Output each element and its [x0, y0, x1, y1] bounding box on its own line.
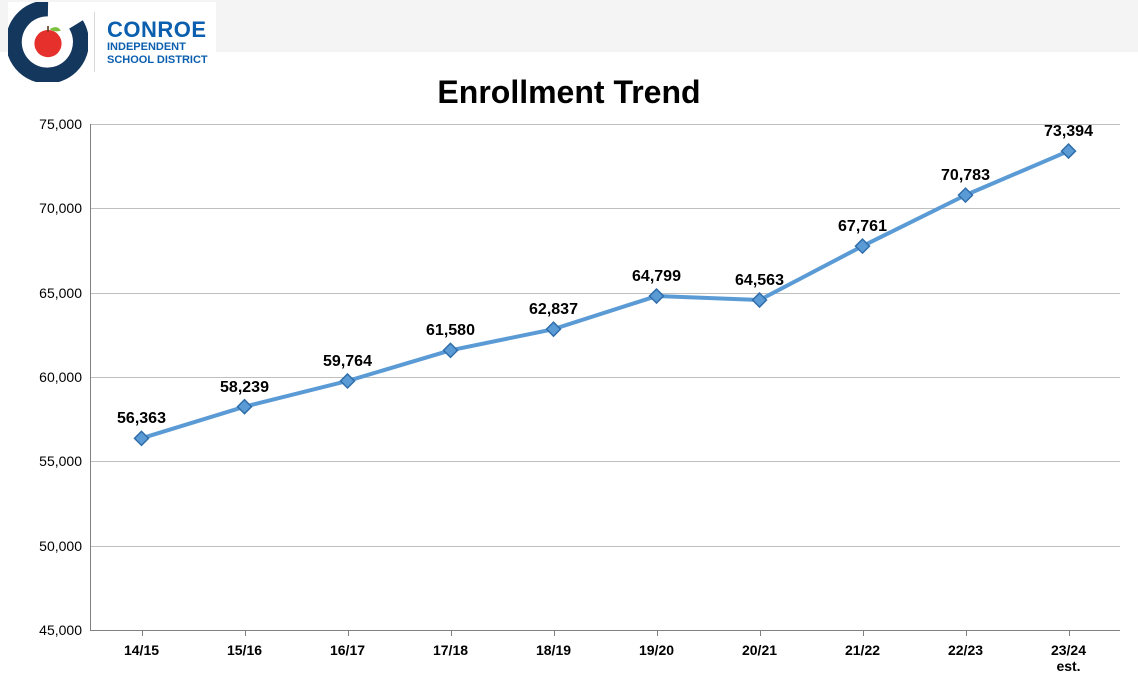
x-tick-label: 14/15	[124, 642, 159, 658]
y-tick-label: 65,000	[12, 285, 82, 301]
x-tick-mark	[657, 630, 658, 636]
x-tick-label: 17/18	[433, 642, 468, 658]
x-tick-label: 22/23	[948, 642, 983, 658]
x-tick-label: 15/16	[227, 642, 262, 658]
data-marker	[1062, 144, 1076, 158]
y-tick-label: 50,000	[12, 538, 82, 554]
y-tick-label: 45,000	[12, 622, 82, 638]
x-tick-label: 19/20	[639, 642, 674, 658]
data-marker	[959, 188, 973, 202]
data-label: 70,783	[941, 167, 990, 185]
chart-area: 45,00050,00055,00060,00065,00070,00075,0…	[90, 124, 1120, 630]
page-root: CONROE INDEPENDENT SCHOOL DISTRICT Enrol…	[0, 0, 1138, 676]
y-tick-label: 70,000	[12, 200, 82, 216]
brand-name: CONROE	[107, 18, 208, 41]
chart-title: Enrollment Trend	[0, 74, 1138, 111]
data-marker	[238, 400, 252, 414]
x-tick-mark	[760, 630, 761, 636]
data-label: 62,837	[529, 301, 578, 319]
data-label: 73,394	[1044, 123, 1093, 141]
x-tick-mark	[348, 630, 349, 636]
logo-divider	[94, 12, 95, 72]
x-tick-label: 21/22	[845, 642, 880, 658]
x-tick-mark	[1069, 630, 1070, 636]
y-tick-label: 55,000	[12, 453, 82, 469]
series-line	[142, 151, 1069, 438]
brand-sub2: SCHOOL DISTRICT	[107, 55, 208, 67]
x-tick-mark	[554, 630, 555, 636]
y-tick-label: 75,000	[12, 116, 82, 132]
x-tick-label: 23/24 est.	[1043, 642, 1095, 674]
x-tick-mark	[863, 630, 864, 636]
logo-block: CONROE INDEPENDENT SCHOOL DISTRICT	[8, 2, 216, 82]
data-label: 61,580	[426, 322, 475, 340]
district-logo-icon	[8, 2, 88, 82]
data-label: 64,563	[735, 272, 784, 290]
data-label: 56,363	[117, 410, 166, 428]
logo-text: CONROE INDEPENDENT SCHOOL DISTRICT	[107, 18, 208, 66]
data-label: 59,764	[323, 353, 372, 371]
data-marker	[753, 293, 767, 307]
data-marker	[135, 431, 149, 445]
x-tick-mark	[142, 630, 143, 636]
data-marker	[341, 374, 355, 388]
x-tick-mark	[966, 630, 967, 636]
y-tick-label: 60,000	[12, 369, 82, 385]
x-tick-mark	[245, 630, 246, 636]
data-marker	[650, 289, 664, 303]
data-label: 58,239	[220, 379, 269, 397]
data-marker	[444, 343, 458, 357]
brand-sub1: INDEPENDENT	[107, 42, 208, 54]
data-marker	[856, 239, 870, 253]
data-label: 67,761	[838, 218, 887, 236]
data-marker	[547, 322, 561, 336]
x-tick-label: 16/17	[330, 642, 365, 658]
data-label: 64,799	[632, 268, 681, 286]
x-tick-label: 20/21	[742, 642, 777, 658]
x-tick-mark	[451, 630, 452, 636]
line-chart-svg	[90, 124, 1120, 630]
x-tick-label: 18/19	[536, 642, 571, 658]
